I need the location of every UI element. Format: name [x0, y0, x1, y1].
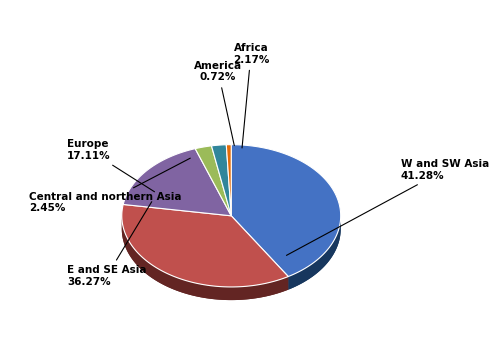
Polygon shape: [231, 145, 340, 277]
Polygon shape: [122, 216, 288, 300]
Text: America
0.72%: America 0.72%: [194, 61, 242, 146]
Text: Europe
17.11%: Europe 17.11%: [67, 139, 154, 192]
Polygon shape: [226, 145, 231, 216]
Polygon shape: [288, 216, 341, 290]
Polygon shape: [288, 216, 341, 290]
Polygon shape: [122, 216, 288, 300]
Text: Africa
2.17%: Africa 2.17%: [233, 43, 269, 148]
Text: W and SW Asia
41.28%: W and SW Asia 41.28%: [286, 159, 489, 255]
Polygon shape: [123, 149, 231, 216]
Text: Central and northern Asia
2.45%: Central and northern Asia 2.45%: [29, 158, 190, 213]
Polygon shape: [195, 146, 231, 216]
Polygon shape: [122, 204, 288, 287]
Text: E and SE Asia
36.27%: E and SE Asia 36.27%: [67, 202, 152, 287]
Polygon shape: [212, 145, 231, 216]
